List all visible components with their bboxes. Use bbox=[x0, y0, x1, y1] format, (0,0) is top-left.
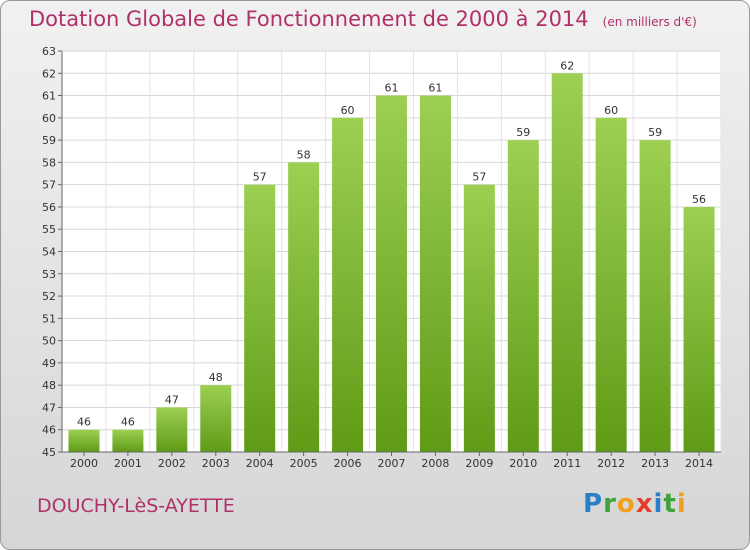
y-tick-label: 50 bbox=[42, 335, 56, 348]
bar-2010 bbox=[507, 140, 539, 452]
y-tick-label: 62 bbox=[42, 67, 56, 80]
y-tick-label: 61 bbox=[42, 90, 56, 103]
y-tick-label: 63 bbox=[42, 45, 56, 58]
bar-2007 bbox=[376, 95, 407, 453]
bar-2013 bbox=[639, 140, 671, 452]
y-tick-label: 56 bbox=[42, 201, 56, 214]
value-label: 58 bbox=[297, 148, 311, 161]
x-tick-label: 2006 bbox=[334, 457, 362, 470]
y-tick-label: 47 bbox=[42, 401, 56, 414]
bar-2005 bbox=[288, 162, 320, 452]
x-tick-label: 2004 bbox=[246, 457, 274, 470]
value-label: 59 bbox=[648, 126, 662, 139]
x-tick-label: 2007 bbox=[378, 457, 406, 470]
x-tick-label: 2009 bbox=[465, 457, 493, 470]
logo-letter-p: P bbox=[583, 489, 604, 519]
bar-2012 bbox=[595, 117, 627, 452]
x-tick-label: 2002 bbox=[158, 457, 186, 470]
bar-2008 bbox=[419, 95, 451, 453]
x-tick-label: 2008 bbox=[421, 457, 449, 470]
y-tick-label: 60 bbox=[42, 112, 56, 125]
chart-subtitle: (en milliers d'€) bbox=[602, 15, 697, 29]
x-tick-label: 2014 bbox=[685, 457, 713, 470]
value-label: 48 bbox=[209, 371, 223, 384]
commune-name: DOUCHY-LèS-AYETTE bbox=[37, 495, 235, 517]
logo-letter-t: t bbox=[663, 489, 677, 519]
bar-2004 bbox=[244, 184, 276, 452]
bars bbox=[68, 73, 715, 453]
value-label: 57 bbox=[253, 171, 267, 184]
title-text: Dotation Globale de Fonctionnement de 20… bbox=[29, 7, 589, 31]
value-label: 56 bbox=[692, 193, 706, 206]
value-label: 61 bbox=[428, 82, 442, 95]
x-tick-label: 2010 bbox=[509, 457, 537, 470]
y-tick-label: 54 bbox=[42, 246, 56, 259]
y-tick-label: 46 bbox=[42, 424, 56, 437]
x-tick-label: 2003 bbox=[202, 457, 230, 470]
y-tick-label: 57 bbox=[42, 179, 56, 192]
x-tick-label: 2001 bbox=[114, 457, 142, 470]
bar-2006 bbox=[332, 117, 364, 452]
value-label: 46 bbox=[77, 416, 91, 429]
bar-2001 bbox=[112, 429, 144, 452]
bar-2014 bbox=[683, 206, 715, 452]
y-tick-label: 51 bbox=[42, 312, 56, 325]
chart-title: Dotation Globale de Fonctionnement de 20… bbox=[29, 7, 697, 31]
y-tick-label: 55 bbox=[42, 223, 56, 236]
value-label: 61 bbox=[385, 82, 399, 95]
y-tick-label: 53 bbox=[42, 268, 56, 281]
value-label: 59 bbox=[516, 126, 530, 139]
x-tick-label: 2011 bbox=[553, 457, 581, 470]
bar-2009 bbox=[463, 184, 495, 452]
logo-letter-o: o bbox=[616, 489, 636, 519]
y-tick-label: 49 bbox=[42, 357, 56, 370]
bar-2003 bbox=[200, 385, 232, 452]
x-tick-label: 2005 bbox=[290, 457, 318, 470]
y-tick-label: 59 bbox=[42, 134, 56, 147]
proxiti-logo[interactable]: Proxiti bbox=[583, 489, 687, 519]
value-label: 47 bbox=[165, 393, 179, 406]
y-tick-label: 48 bbox=[42, 379, 56, 392]
logo-letter-x: x bbox=[635, 489, 654, 519]
labels: 45 46 47 48 49 50 51 52 53 54 55 56 57 58 59 60 61 62 63 46… bbox=[42, 45, 713, 470]
value-label: 60 bbox=[604, 104, 618, 117]
y-tick-label: 45 bbox=[42, 446, 56, 459]
value-label: 60 bbox=[341, 104, 355, 117]
value-label: 57 bbox=[472, 171, 486, 184]
bar-2000 bbox=[68, 429, 100, 452]
axes bbox=[58, 50, 721, 456]
x-tick-label: 2012 bbox=[597, 457, 625, 470]
value-label: 62 bbox=[560, 59, 574, 72]
y-tick-label: 58 bbox=[42, 156, 56, 169]
bar-2011 bbox=[551, 73, 583, 453]
logo-letter-i: i bbox=[653, 489, 664, 519]
value-label: 46 bbox=[121, 416, 135, 429]
y-tick-label: 52 bbox=[42, 290, 56, 303]
x-tick-label: 2013 bbox=[641, 457, 669, 470]
logo-letter-r: r bbox=[603, 489, 617, 519]
x-tick-label: 2000 bbox=[70, 457, 98, 470]
bar-2002 bbox=[156, 407, 188, 452]
logo-letter-i2: i bbox=[676, 489, 687, 519]
